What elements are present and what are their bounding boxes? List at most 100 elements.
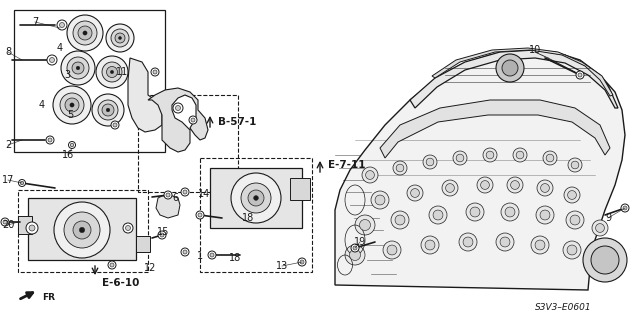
- Circle shape: [383, 241, 401, 259]
- Circle shape: [393, 161, 407, 175]
- Circle shape: [298, 258, 306, 266]
- Circle shape: [46, 136, 54, 144]
- Circle shape: [445, 184, 454, 192]
- Circle shape: [61, 51, 95, 85]
- Circle shape: [543, 151, 557, 165]
- Circle shape: [456, 154, 464, 162]
- Text: 16: 16: [62, 150, 74, 160]
- Circle shape: [362, 167, 378, 183]
- Circle shape: [196, 211, 204, 219]
- Circle shape: [113, 123, 117, 127]
- Circle shape: [470, 207, 480, 217]
- Circle shape: [48, 138, 52, 142]
- Circle shape: [421, 236, 439, 254]
- Text: 3: 3: [64, 70, 70, 80]
- Polygon shape: [156, 195, 180, 218]
- Circle shape: [442, 180, 458, 196]
- Circle shape: [102, 104, 114, 116]
- Circle shape: [64, 212, 100, 248]
- Circle shape: [463, 237, 473, 247]
- Text: 6: 6: [172, 193, 178, 203]
- Circle shape: [26, 222, 38, 234]
- Circle shape: [407, 185, 423, 201]
- Circle shape: [208, 251, 216, 259]
- Circle shape: [500, 237, 510, 247]
- Circle shape: [568, 158, 582, 172]
- Text: 2: 2: [5, 140, 11, 150]
- Circle shape: [592, 250, 608, 266]
- Circle shape: [507, 177, 523, 193]
- Circle shape: [466, 203, 484, 221]
- Text: 4: 4: [39, 100, 45, 110]
- Circle shape: [375, 195, 385, 205]
- Circle shape: [106, 66, 118, 78]
- Circle shape: [20, 181, 24, 185]
- Polygon shape: [128, 58, 162, 132]
- Circle shape: [173, 103, 183, 113]
- Circle shape: [591, 246, 619, 274]
- Circle shape: [516, 151, 524, 159]
- Bar: [210, 168, 302, 228]
- Text: 11: 11: [116, 67, 128, 77]
- Text: 19: 19: [354, 237, 366, 247]
- Text: 13: 13: [276, 261, 288, 271]
- Circle shape: [57, 20, 67, 30]
- Circle shape: [70, 103, 74, 107]
- Bar: [18, 216, 32, 234]
- Circle shape: [68, 142, 76, 149]
- Circle shape: [571, 161, 579, 169]
- Circle shape: [1, 218, 9, 226]
- Circle shape: [501, 203, 519, 221]
- Circle shape: [576, 71, 584, 79]
- Circle shape: [300, 260, 304, 264]
- Circle shape: [60, 23, 65, 27]
- Circle shape: [496, 233, 514, 251]
- Circle shape: [583, 238, 627, 282]
- Text: 15: 15: [157, 227, 169, 237]
- Circle shape: [481, 181, 490, 189]
- Circle shape: [160, 233, 164, 237]
- Text: 9: 9: [605, 213, 611, 223]
- Circle shape: [110, 263, 114, 267]
- Circle shape: [505, 207, 515, 217]
- Polygon shape: [410, 50, 618, 108]
- Circle shape: [396, 164, 404, 172]
- Circle shape: [563, 241, 581, 259]
- Circle shape: [106, 108, 110, 112]
- Circle shape: [83, 31, 87, 35]
- Text: 17: 17: [2, 175, 14, 185]
- Circle shape: [175, 106, 180, 110]
- Circle shape: [248, 190, 264, 206]
- Circle shape: [540, 210, 550, 220]
- Circle shape: [433, 210, 443, 220]
- Circle shape: [391, 211, 409, 229]
- Circle shape: [353, 246, 357, 250]
- Circle shape: [115, 33, 125, 43]
- Circle shape: [395, 215, 405, 225]
- Circle shape: [568, 190, 577, 199]
- Circle shape: [531, 236, 549, 254]
- Circle shape: [536, 206, 554, 224]
- Circle shape: [111, 121, 119, 129]
- Circle shape: [125, 226, 131, 231]
- Text: FR: FR: [42, 293, 55, 302]
- Circle shape: [253, 196, 259, 200]
- Circle shape: [566, 211, 584, 229]
- Circle shape: [151, 68, 159, 76]
- Circle shape: [166, 193, 170, 197]
- Circle shape: [567, 245, 577, 255]
- Polygon shape: [432, 48, 613, 96]
- Circle shape: [596, 224, 604, 233]
- Bar: [28, 198, 136, 260]
- Circle shape: [96, 56, 128, 88]
- Text: 10: 10: [529, 45, 541, 55]
- Circle shape: [596, 254, 604, 263]
- Circle shape: [198, 213, 202, 217]
- Text: B-57-1: B-57-1: [218, 117, 257, 127]
- Circle shape: [65, 98, 79, 112]
- Circle shape: [158, 231, 166, 239]
- Circle shape: [483, 148, 497, 162]
- Circle shape: [477, 177, 493, 193]
- Circle shape: [411, 189, 419, 197]
- Circle shape: [351, 244, 359, 252]
